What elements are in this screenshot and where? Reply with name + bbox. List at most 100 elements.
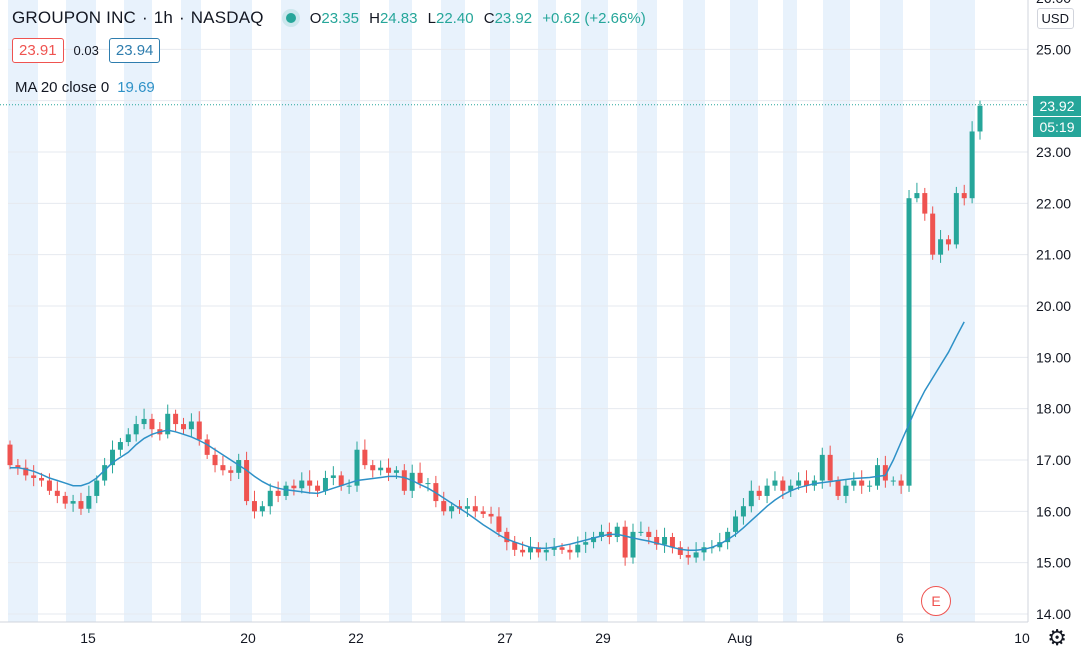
- currency-label[interactable]: USD: [1036, 8, 1074, 29]
- candle-body: [196, 421, 202, 440]
- candle-body: [370, 465, 376, 471]
- candle-body: [354, 449, 360, 486]
- candle-body: [212, 454, 218, 466]
- candle-body: [772, 480, 778, 486]
- quote-row: 23.91 0.03 23.94: [12, 38, 161, 63]
- candle-body: [788, 485, 794, 491]
- candle-body: [62, 495, 68, 504]
- candle-body: [827, 454, 833, 481]
- candle-body: [969, 131, 975, 199]
- high-label: H: [369, 9, 380, 27]
- gear-icon[interactable]: ⚙: [1047, 625, 1067, 650]
- ma-indicator-legend[interactable]: MA 20 close 0 19.69: [15, 79, 155, 96]
- candle-body: [591, 537, 597, 543]
- close-value: 23.92: [494, 9, 533, 27]
- candle-body: [173, 413, 179, 425]
- low-value: 22.40: [436, 9, 474, 27]
- candle-body: [725, 531, 731, 543]
- session-band: [281, 0, 310, 622]
- price-change: +0.62 (+2.66%): [542, 9, 646, 27]
- candle-body: [401, 470, 407, 491]
- candle-body: [291, 485, 297, 489]
- candle-body: [654, 537, 660, 545]
- candle-body: [835, 480, 841, 496]
- candle-body: [630, 531, 636, 558]
- y-tick-label: 14.00: [1036, 606, 1071, 622]
- candle-body: [598, 531, 604, 537]
- y-tick-label: 19.00: [1036, 349, 1071, 365]
- candle-body: [23, 467, 29, 476]
- candle-body: [646, 531, 652, 537]
- candle-body: [449, 506, 455, 512]
- candle-body: [543, 549, 549, 553]
- candle-body: [859, 480, 865, 486]
- last-price-tag: 23.92: [1033, 96, 1081, 116]
- candle-body: [220, 465, 226, 471]
- candle-body: [362, 449, 368, 466]
- candle-body: [315, 485, 321, 491]
- interval-label[interactable]: 1h: [153, 8, 174, 27]
- candle-body: [953, 193, 959, 245]
- candle-body: [283, 485, 289, 496]
- ma-indicator-value: 19.69: [117, 79, 155, 96]
- grid: 14.00 15.00 16.00 17.00 18.00 19.00 20.00 21.00…: [8, 0, 1071, 622]
- symbol-name[interactable]: GROUPON INC: [12, 8, 137, 27]
- candle-body: [165, 413, 171, 435]
- candle-body: [843, 485, 849, 496]
- candle-body: [804, 480, 810, 486]
- x-tick-label: 22: [348, 630, 364, 646]
- y-tick-label: 22.00: [1036, 195, 1071, 211]
- y-tick-label: 18.00: [1036, 401, 1071, 417]
- ma-indicator-label: MA 20 close 0: [15, 79, 110, 96]
- candle-body: [685, 554, 691, 558]
- session-band: [683, 0, 705, 622]
- candle-body: [480, 511, 486, 514]
- x-tick-label: 27: [497, 630, 513, 646]
- candle-body: [669, 537, 675, 548]
- candle-body: [70, 501, 76, 504]
- session-band: [181, 0, 201, 622]
- candle-body: [764, 485, 770, 496]
- candle-body: [54, 490, 60, 496]
- candle-body: [386, 467, 392, 473]
- candle-body: [244, 460, 250, 502]
- candle-body: [267, 490, 273, 507]
- candle-body: [914, 193, 920, 199]
- candle-body: [338, 475, 344, 486]
- low-label: L: [427, 9, 436, 27]
- y-tick-label: 20.00: [1036, 298, 1071, 314]
- sell-price-button[interactable]: 23.91: [12, 38, 64, 63]
- ohlc-values: O23.35 H24.83 L22.40 C23.92 +0.62 (+2.66…: [310, 10, 646, 27]
- header-separator: ·: [142, 8, 148, 27]
- buy-price-button[interactable]: 23.94: [108, 38, 161, 63]
- candle-body: [977, 105, 983, 132]
- session-band: [66, 0, 96, 622]
- x-tick-label: 15: [80, 630, 96, 646]
- open-label: O: [309, 9, 322, 27]
- candle-body: [938, 239, 944, 255]
- candle-body: [583, 542, 589, 545]
- candle-body: [882, 465, 888, 481]
- candle-body: [677, 547, 683, 555]
- candle-body: [180, 424, 186, 430]
- earnings-marker[interactable]: E: [921, 586, 951, 616]
- candle-body: [575, 544, 581, 553]
- candle-body: [307, 480, 313, 486]
- candle-body: [275, 490, 281, 496]
- x-tick-label: 20: [240, 630, 256, 646]
- candle-body: [622, 526, 628, 558]
- x-tick-label: 6: [896, 630, 904, 646]
- candle-body: [78, 501, 84, 509]
- candle-body: [251, 501, 257, 512]
- candle-body: [133, 424, 139, 435]
- candle-body: [228, 470, 234, 473]
- candle-body: [378, 467, 384, 471]
- candles: [7, 100, 983, 566]
- candle-body: [346, 485, 352, 487]
- candle-body: [733, 516, 739, 532]
- candle-body: [496, 516, 502, 532]
- candle-body: [504, 531, 510, 543]
- candle-body: [149, 418, 155, 430]
- session-band: [490, 0, 510, 622]
